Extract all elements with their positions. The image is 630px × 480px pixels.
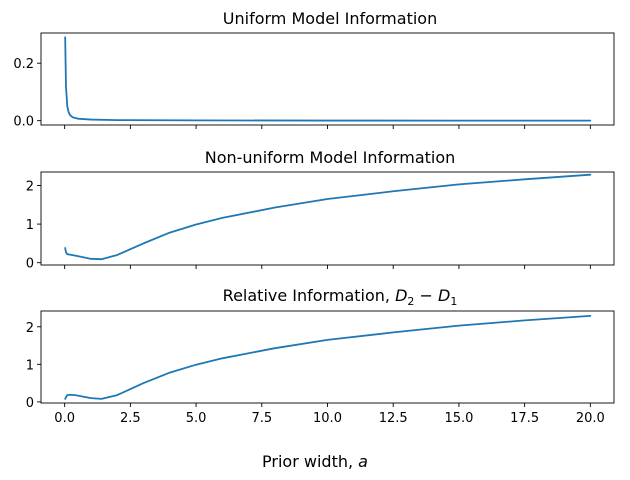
panel-title: Uniform Model Information <box>223 9 437 28</box>
y-tick-label: 2 <box>26 180 34 195</box>
x-tick-label: 0.0 <box>54 411 75 426</box>
series-line <box>64 173 592 261</box>
y-tick-label: 0 <box>26 257 34 272</box>
x-axis-label: Prior width, a <box>262 452 368 471</box>
series-line <box>64 36 592 122</box>
panel-uniform-model: Uniform Model Information 0.0 0.2 <box>13 9 615 130</box>
x-tick-label: 20.0 <box>576 411 605 426</box>
y-tick-label: 0.0 <box>13 115 34 130</box>
y-tick-label: 0 <box>26 396 34 411</box>
x-tick-label: 15.0 <box>444 411 473 426</box>
x-ticks: 0.0 2.5 5.0 7.5 10.0 12.5 15.0 17.5 20.0 <box>54 403 605 426</box>
y-tick-label: 0.2 <box>13 57 34 72</box>
panel-title: Relative Information, D2 − D1 <box>223 286 458 308</box>
series-line <box>64 314 592 400</box>
x-tick-label: 17.5 <box>510 411 539 426</box>
plot-frame <box>40 310 615 404</box>
y-tick-label: 2 <box>26 321 34 336</box>
y-ticks: 0.0 0.2 <box>13 57 41 130</box>
panel-non-uniform-model: Non-uniform Model Information 0 1 2 <box>26 148 615 272</box>
x-tick-label: 10.0 <box>313 411 342 426</box>
y-ticks: 0 1 2 <box>26 321 41 411</box>
plot-frame <box>40 32 615 126</box>
x-tick-label: 7.5 <box>251 411 272 426</box>
x-ticks <box>64 265 591 269</box>
x-tick-label: 5.0 <box>186 411 207 426</box>
panel-title: Non-uniform Model Information <box>205 148 456 167</box>
x-tick-label: 12.5 <box>379 411 408 426</box>
y-tick-label: 1 <box>26 218 34 233</box>
panel-relative-information: Relative Information, D2 − D1 0.0 2.5 5.0 7… <box>26 286 615 426</box>
y-ticks: 0 1 2 <box>26 180 41 272</box>
y-tick-label: 1 <box>26 358 34 373</box>
x-ticks <box>64 125 591 129</box>
x-tick-label: 2.5 <box>120 411 141 426</box>
